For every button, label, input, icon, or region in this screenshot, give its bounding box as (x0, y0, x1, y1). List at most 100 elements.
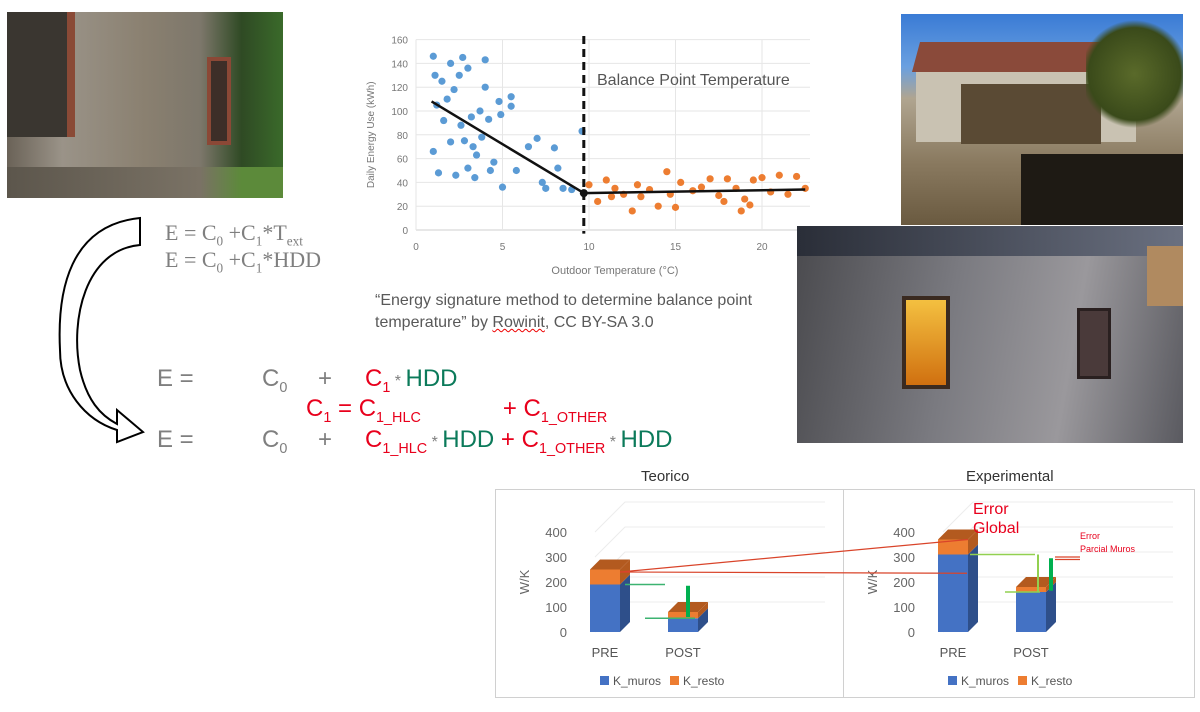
eq2-sub1: 1 (255, 260, 263, 276)
err-line1: Error (973, 501, 1009, 518)
x-tick-label: 10 (583, 242, 595, 253)
y-axis-label: Daily Energy Use (kWh) (366, 81, 377, 188)
hdd2: HDD (620, 426, 673, 453)
data-point-cooling (654, 202, 662, 210)
bar-side (968, 544, 978, 632)
data-point-heating (550, 144, 558, 152)
y-tick-label: 0 (402, 226, 408, 237)
c1-sub: 1 (382, 379, 391, 396)
data-point-cooling (758, 174, 766, 182)
bar-K_muros-POST (668, 618, 698, 632)
y-tick-label: 100 (391, 107, 408, 118)
error-parcial-label: Error Parcial Muros (1080, 530, 1135, 556)
data-point-heating (429, 147, 437, 156)
y-tick-label: 20 (397, 202, 409, 213)
eq1-lhs: E = C (165, 220, 217, 245)
data-point-heating (471, 174, 479, 182)
bar-K_resto-POST (1016, 587, 1046, 592)
eq1-sub-ext: ext (286, 233, 303, 249)
plus-c: + C (502, 395, 541, 422)
fit-line (430, 100, 585, 195)
data-point-heating (464, 164, 472, 172)
hdd: HDD (405, 365, 458, 392)
bar-side (620, 574, 630, 632)
legend-swatch-K_muros (948, 676, 957, 685)
photo-building-insulation (901, 14, 1183, 225)
y-tick-label: 100 (545, 600, 567, 615)
eq-sign: = C (331, 395, 377, 422)
gridline (594, 526, 825, 558)
bar-side (698, 608, 708, 632)
data-point-cooling (723, 175, 731, 183)
energy-signature-scatter-chart: 0 20 40 60 80 100 120 140 160 0 5 10 15 20 Outdoor Tem… (366, 36, 810, 277)
bar-charts: 0 100 200 300 400 W/K PRE POST K_muros K_resto 0 10… (517, 501, 1173, 688)
y-axis-label: W/K (517, 569, 532, 594)
eq-row1-c0: C0 (262, 365, 287, 396)
x-tick-label: POST (665, 645, 700, 660)
other-sub: 1_OTHER (540, 409, 608, 426)
data-point-cooling (602, 176, 610, 184)
data-point-heating (450, 85, 458, 94)
x-tick-label: 0 (413, 242, 419, 253)
x-tick-label: 20 (756, 242, 768, 253)
data-point-heating (431, 71, 439, 79)
curved-arrow-icon (58, 216, 145, 444)
balance-point-label: Balance Point Temperature (597, 72, 790, 89)
star2: * (605, 434, 621, 451)
y-tick-label: 120 (391, 83, 408, 94)
data-point-cooling (594, 197, 602, 206)
error-global-line (619, 538, 969, 573)
data-point-heating (476, 107, 484, 115)
data-point-cooling (607, 193, 616, 201)
hlc-sub: 1_HLC (376, 409, 421, 426)
data-point-heating (559, 184, 567, 192)
bar-top (590, 559, 630, 570)
y-tick-label: 40 (397, 178, 409, 189)
x-tick-label: PRE (592, 645, 619, 660)
y-tick-label: 0 (560, 625, 567, 640)
y-tick-label: 300 (545, 550, 567, 565)
c1: C (306, 395, 324, 422)
data-point-heating (429, 52, 437, 60)
caption-author-link[interactable]: Rowinit (492, 314, 545, 331)
photo-facade-panels (797, 226, 1183, 443)
legend-label-K_muros: K_muros (961, 674, 1009, 688)
bar-K_resto-POST (668, 612, 698, 619)
bar-K_muros-PRE (938, 554, 968, 632)
data-point-heating (459, 53, 467, 62)
y-tick-label: 100 (893, 600, 915, 615)
y-tick-label: 160 (391, 36, 408, 47)
x-tick-label: POST (1013, 645, 1048, 660)
data-point-cooling (784, 190, 792, 198)
legend-swatch-K_resto (670, 676, 679, 685)
eq2-lhs: E = C (165, 247, 217, 272)
data-point-heating (497, 110, 505, 119)
data-point-heating (538, 178, 546, 186)
hdd: HDD (442, 426, 495, 453)
data-point-heating (440, 116, 448, 125)
data-point-heating (438, 77, 446, 85)
caption-line-2: temperature” by Rowinit, CC BY-SA 3.0 (375, 312, 805, 334)
balance-point-marker (579, 189, 588, 198)
data-point-cooling (633, 181, 642, 189)
eq1-sub1: 1 (255, 233, 263, 249)
c0-sub: 0 (279, 440, 288, 457)
y-tick-label: 60 (397, 155, 409, 166)
data-point-heating (533, 134, 541, 142)
data-point-heating (447, 59, 455, 67)
y-tick-label: 140 (391, 59, 408, 70)
data-point-heating (472, 151, 481, 159)
eq1-rest: *T (262, 220, 287, 245)
eq-row2: C1 = C1_HLC + C1_OTHER (306, 395, 607, 426)
bar-top (938, 529, 978, 540)
star: * (390, 373, 406, 390)
eq-row1-c1-hdd: C1 * HDD (365, 365, 457, 396)
data-point-cooling (746, 201, 754, 209)
data-point-cooling (677, 178, 685, 186)
eq2-mid: +C (223, 247, 256, 272)
data-point-cooling (749, 176, 757, 184)
y-axis-label: W/K (865, 569, 880, 594)
legend-label-K_resto: K_resto (683, 674, 725, 688)
eq-row3-plus: + (318, 426, 333, 453)
